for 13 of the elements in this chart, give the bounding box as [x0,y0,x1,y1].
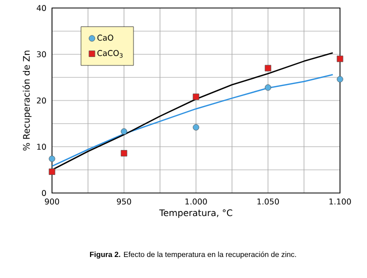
point [192,94,200,100]
point [120,128,128,135]
point [48,156,56,162]
point [192,124,200,131]
line-series [52,74,334,167]
point [264,64,272,72]
point [264,84,272,91]
point [120,150,128,156]
x-axis-title: Temperatura, °C [159,209,232,218]
point [48,168,56,175]
point [336,76,344,82]
point [336,56,344,62]
y-axis-title: % Recuperación de Zn [22,50,32,151]
